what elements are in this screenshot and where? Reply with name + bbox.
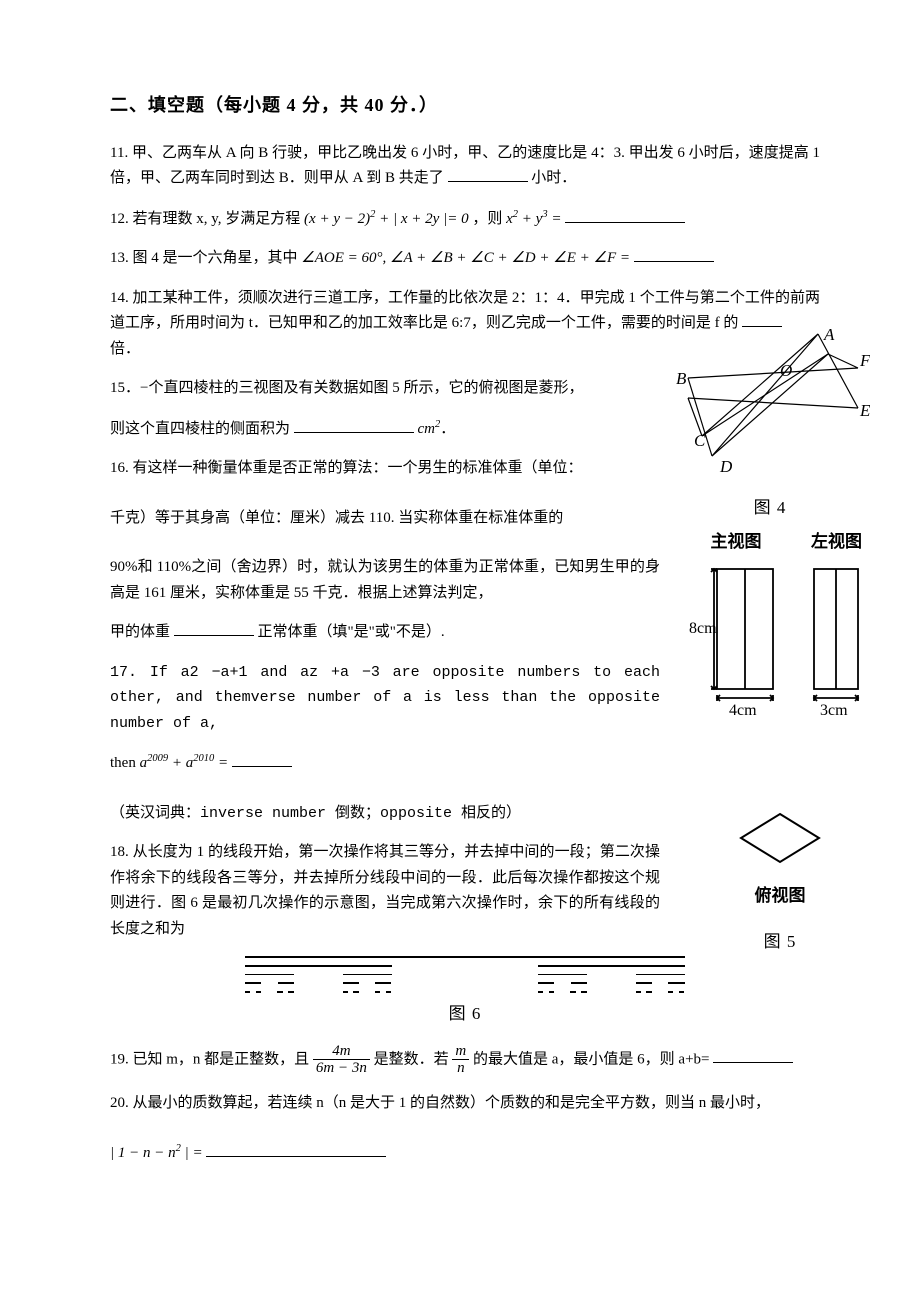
question-19: 19. 已知 m，n 都是正整数，且 4m 6m − 3n 是整数．若 m n … (110, 1043, 820, 1077)
q17-line1: 17. If a2 −a+1 and az +a −3 are opposite… (110, 664, 660, 732)
main-view-box: 主视图 8cm 4cm (689, 528, 784, 725)
question-16b: 千克）等于其身高（单位：厘米）减去 110. 当实称体重在标准体重的 (110, 506, 660, 532)
q12-blank (565, 208, 685, 223)
q16-line4-suffix: 正常体重（填"是"或"不是）. (258, 624, 445, 640)
question-20: 20. 从最小的质数算起，若连续 n（n 是大于 1 的自然数）个质数的和是完全… (110, 1091, 820, 1117)
q15-blank (294, 418, 414, 433)
q16-line1: 16. 有这样一种衡量体重是否正常的算法：一个男生的标准体重（单位： (110, 460, 583, 476)
q11-blank (448, 167, 528, 182)
question-16d: 甲的体重 正常体重（填"是"或"不是）. (110, 620, 660, 646)
figure-5b-container: 俯视图 图 5 (680, 810, 880, 957)
svg-text:E: E (859, 401, 870, 420)
fraction-2: m n (452, 1043, 469, 1077)
left-view-box: 左视图 3cm (802, 528, 872, 725)
question-17: 17. If a2 −a+1 and az +a −3 are opposite… (110, 660, 660, 737)
q16-blank (174, 621, 254, 636)
question-20b: | 1 − n − n2 | = (110, 1140, 820, 1167)
svg-text:A: A (823, 326, 835, 344)
q17-line2-prefix: then (110, 755, 136, 771)
top-view-title: 俯视图 (680, 882, 880, 911)
main-view-svg: 8cm 4cm (689, 561, 784, 716)
cantor-diagram (245, 956, 685, 993)
svg-text:O: O (780, 361, 792, 380)
figure-6-label: 图 6 (110, 1000, 820, 1029)
figure-5-container: 主视图 8cm 4cm (670, 528, 890, 725)
hexagram-diagram: A F E D C B O (670, 326, 870, 476)
figure-5-label: 图 5 (680, 928, 880, 957)
q16-line3: 90%和 110%之间（舍边界）时，就认为该男生的体重为正常体重，已知男生甲的身… (110, 559, 660, 601)
q14-text: 14. 加工某种工件，须顺次进行三道工序，工作量的比依次是 2：1：4．甲完成 … (110, 290, 820, 332)
q20-blank (206, 1142, 386, 1157)
svg-text:F: F (859, 351, 870, 370)
question-15b: 则这个直四棱柱的侧面积为 cm2． (110, 416, 660, 443)
question-11: 11. 甲、乙两车从 A 向 B 行驶，甲比乙晚出发 6 小时，甲、乙的速度比是… (110, 141, 820, 192)
height-label: 8cm (689, 620, 717, 637)
svg-text:B: B (676, 369, 687, 388)
q14-suffix: 倍． (110, 341, 140, 357)
q20-text: 20. 从最小的质数算起，若连续 n（n 是大于 1 的自然数）个质数的和是完全… (110, 1095, 770, 1111)
q12-mid: ，则 (472, 211, 502, 227)
q14-blank (742, 312, 782, 327)
q13-prefix: 13. 图 4 是一个六角星，其中 (110, 250, 298, 266)
q17-dict: （英汉词典：inverse number 倒数；opposite 相反的） (110, 805, 521, 822)
section-title: 二、填空题（每小题 4 分，共 40 分．） (110, 90, 820, 121)
q19-mid1: 是整数．若 (374, 1051, 449, 1067)
figure-4-label: 图 4 (660, 494, 880, 523)
q19-prefix: 19. 已知 m，n 都是正整数，且 (110, 1051, 309, 1067)
question-16c: 90%和 110%之间（舍边界）时，就认为该男生的体重为正常体重，已知男生甲的身… (110, 555, 660, 606)
main-view-title: 主视图 (689, 528, 784, 557)
question-18: 18. 从长度为 1 的线段开始，第一次操作将其三等分，并去掉中间的一段；第二次… (110, 840, 660, 942)
q19-blank (713, 1048, 793, 1063)
question-17b: then a2009 + a2010 = (110, 750, 660, 777)
q15-line1: 15．−个直四棱柱的三视图及有关数据如图 5 所示，它的俯视图是菱形， (110, 380, 583, 396)
top-view-rhombus (735, 810, 825, 866)
question-13: 13. 图 4 是一个六角星，其中 ∠AOE = 60°, ∠A + ∠B + … (110, 246, 820, 272)
q19-mid2: 的最大值是 a，最小值是 6，则 a+b= (473, 1051, 710, 1067)
figure-4-container: A F E D C B O 图 4 (660, 326, 880, 522)
left-view-svg: 3cm (802, 561, 872, 716)
width1-label: 4cm (729, 702, 757, 716)
question-12: 12. 若有理数 x, y, 岁满足方程 (x + y − 2)2 + | x … (110, 206, 820, 233)
q16-line2: 千克）等于其身高（单位：厘米）减去 110. 当实称体重在标准体重的 (110, 510, 563, 526)
q18-text: 18. 从长度为 1 的线段开始，第一次操作将其三等分，并去掉中间的一段；第二次… (110, 844, 660, 937)
left-view-title: 左视图 (802, 528, 872, 557)
q12-prefix: 12. 若有理数 x, y, 岁满足方程 (110, 211, 300, 227)
q16-line4-prefix: 甲的体重 (110, 624, 170, 640)
question-17c: （英汉词典：inverse number 倒数；opposite 相反的） (110, 801, 660, 827)
svg-text:D: D (719, 457, 733, 476)
q11-suffix: 小时． (531, 170, 576, 186)
q17-blank (232, 752, 292, 767)
q15-line2-prefix: 则这个直四棱柱的侧面积为 (110, 421, 290, 437)
question-15: 15．−个直四棱柱的三视图及有关数据如图 5 所示，它的俯视图是菱形， (110, 376, 660, 402)
width2-label: 3cm (820, 702, 848, 716)
question-16: 16. 有这样一种衡量体重是否正常的算法：一个男生的标准体重（单位： (110, 456, 660, 482)
fraction-1: 4m 6m − 3n (313, 1043, 370, 1077)
svg-text:C: C (694, 431, 706, 450)
q13-blank (634, 247, 714, 262)
